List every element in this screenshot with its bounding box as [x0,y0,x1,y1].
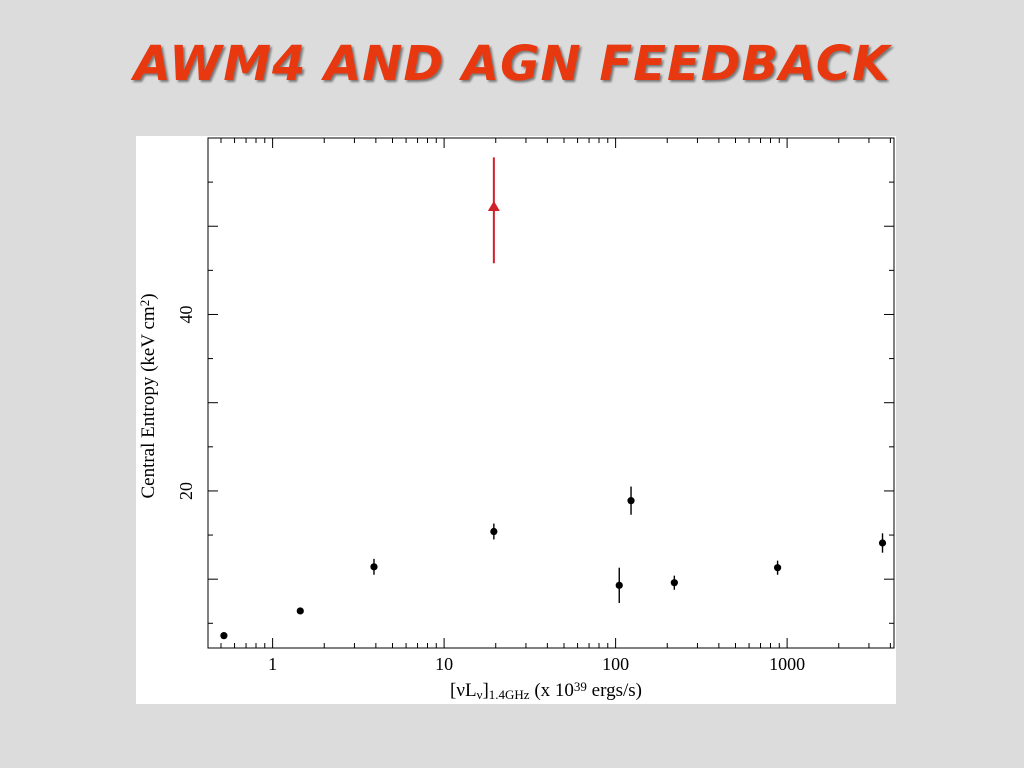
data-point [627,497,635,505]
data-point [615,581,623,589]
y-tick-label: 40 [176,305,196,323]
data-point [490,527,498,536]
data-point [670,579,678,587]
x-tick-label: 100 [602,654,629,674]
x-tick-label: 1 [268,654,277,674]
data-point [773,564,782,572]
plot-frame [207,137,895,649]
x-tick-label: 10 [435,654,453,674]
y-axis-label: Central Entropy (keV cm2) [137,293,159,498]
data-point [878,539,887,547]
slide-title: AWM4 AND AGN FEEDBACK [133,36,891,92]
data-point [220,632,228,640]
x-axis-label: [νLν]1.4GHz (x 1039 ergs/s) [450,679,642,702]
data-point [370,563,378,571]
x-tick-label: 1000 [769,654,805,674]
data-point [296,607,304,615]
y-tick-label: 20 [176,482,196,500]
scatter-chart: 1 10 100 1000 20 40 [νLν]1.4GHz (x 1039 ergs/s… [137,137,895,702]
chart-panel: 1 10 100 1000 20 40 [νLν]1.4GHz (x 1039 ergs/s… [136,136,896,704]
data-point-awm4 [487,200,500,212]
